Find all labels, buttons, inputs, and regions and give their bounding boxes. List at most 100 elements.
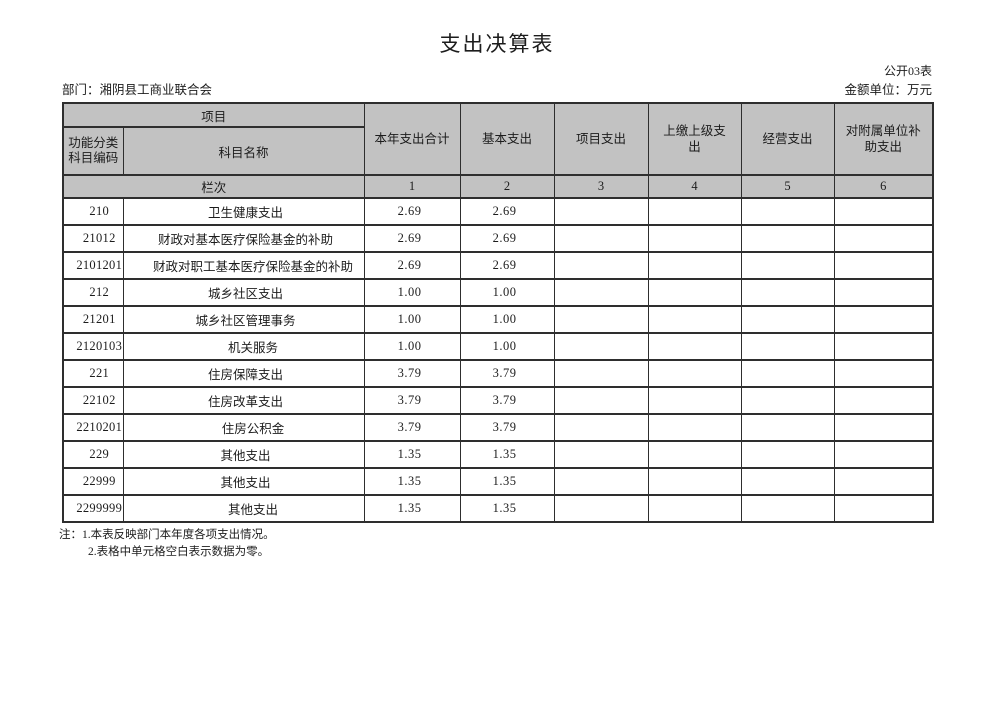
- code-cell: 2101201: [62, 251, 124, 280]
- basic-expenditure-cell: 2.69: [459, 251, 555, 280]
- header-subsidy-expenditure: 对附属单位补助支出: [833, 102, 934, 176]
- header-project-expenditure: 项目支出: [553, 102, 649, 176]
- basic-expenditure-cell: 2.69: [459, 197, 555, 226]
- basic-expenditure-cell: 1.35: [459, 440, 555, 469]
- expenditure-table: 项目 本年支出合计 基本支出 项目支出 上缴上级支出 经营支出 对附属单位补助支…: [62, 102, 935, 523]
- project-expenditure-cell: [553, 224, 649, 253]
- operating-expenditure-cell: [740, 332, 835, 361]
- code-cell: 22102: [62, 386, 124, 415]
- total-expenditure-cell: 2.69: [363, 224, 461, 253]
- subject-name-cell: 机关服务: [122, 332, 365, 361]
- subsidy-expenditure-cell: [833, 197, 934, 226]
- total-expenditure-cell: 2.69: [363, 251, 461, 280]
- column-number-1: 1: [363, 174, 461, 199]
- basic-expenditure-cell: 1.00: [459, 332, 555, 361]
- superior-payment-cell: [647, 440, 742, 469]
- header-operating-expenditure: 经营支出: [740, 102, 835, 176]
- subject-name-cell: 住房公积金: [122, 413, 365, 442]
- code-cell: 212: [62, 278, 124, 307]
- subsidy-expenditure-cell: [833, 413, 934, 442]
- code-cell: 2299999: [62, 494, 124, 523]
- total-expenditure-cell: 1.00: [363, 305, 461, 334]
- footnotes: 注：1.本表反映部门本年度各项支出情况。 2.表格中单元格空白表示数据为零。: [59, 527, 932, 561]
- total-expenditure-cell: 2.69: [363, 197, 461, 226]
- total-expenditure-cell: 3.79: [363, 386, 461, 415]
- total-expenditure-cell: 3.79: [363, 413, 461, 442]
- table-row: 229 其他支出 1.35 1.35: [62, 440, 934, 469]
- department-label: 部门：湘阴县工商业联合会: [62, 83, 213, 97]
- page-title: 支出决算表: [439, 32, 555, 56]
- subsidy-expenditure-cell: [833, 440, 934, 469]
- operating-expenditure-cell: [740, 251, 835, 280]
- operating-expenditure-cell: [740, 197, 835, 226]
- basic-expenditure-cell: 3.79: [459, 413, 555, 442]
- table-row: 221 住房保障支出 3.79 3.79: [62, 359, 934, 388]
- basic-expenditure-cell: 3.79: [459, 386, 555, 415]
- column-number-6: 6: [833, 174, 934, 199]
- subject-name-cell: 其他支出: [122, 494, 365, 523]
- subject-name-cell: 城乡社区管理事务: [122, 305, 365, 334]
- table-row: 21201 城乡社区管理事务 1.00 1.00: [62, 305, 934, 334]
- code-cell: 229: [62, 440, 124, 469]
- project-expenditure-cell: [553, 251, 649, 280]
- subject-name-cell: 住房改革支出: [122, 386, 365, 415]
- table-row: 212 城乡社区支出 1.00 1.00: [62, 278, 934, 307]
- header-subject-label: 科目名称: [122, 126, 365, 176]
- code-cell: 21012: [62, 224, 124, 253]
- operating-expenditure-cell: [740, 386, 835, 415]
- footnote-2: 2.表格中单元格空白表示数据为零。: [88, 546, 270, 558]
- total-expenditure-cell: 1.35: [363, 440, 461, 469]
- table-row: 210 卫生健康支出 2.69 2.69: [62, 197, 934, 226]
- superior-payment-cell: [647, 305, 742, 334]
- project-expenditure-cell: [553, 305, 649, 334]
- project-expenditure-cell: [553, 440, 649, 469]
- superior-payment-cell: [647, 413, 742, 442]
- code-cell: 2120103: [62, 332, 124, 361]
- header-code-label: 功能分类 科目编码: [62, 126, 124, 176]
- subsidy-expenditure-cell: [833, 251, 934, 280]
- basic-expenditure-cell: 1.00: [459, 305, 555, 334]
- subsidy-expenditure-cell: [833, 305, 934, 334]
- superior-payment-cell: [647, 494, 742, 523]
- subject-name-cell: 财政对基本医疗保险基金的补助: [122, 224, 365, 253]
- project-expenditure-cell: [553, 467, 649, 496]
- superior-payment-cell: [647, 332, 742, 361]
- project-expenditure-cell: [553, 278, 649, 307]
- code-cell: 221: [62, 359, 124, 388]
- operating-expenditure-cell: [740, 467, 835, 496]
- code-cell: 2210201: [62, 413, 124, 442]
- header-superior-payment: 上缴上级支出: [647, 102, 742, 176]
- project-expenditure-cell: [553, 494, 649, 523]
- total-expenditure-cell: 1.00: [363, 332, 461, 361]
- total-expenditure-cell: 1.00: [363, 278, 461, 307]
- header-total-expenditure: 本年支出合计: [363, 102, 461, 176]
- project-expenditure-cell: [553, 197, 649, 226]
- header-row-labels: 功能分类 科目编码 科目名称: [62, 126, 933, 176]
- subject-name-cell: 住房保障支出: [122, 359, 365, 388]
- total-expenditure-cell: 1.35: [363, 467, 461, 496]
- operating-expenditure-cell: [740, 359, 835, 388]
- operating-expenditure-cell: [740, 305, 835, 334]
- header-project-group: 项目: [62, 102, 365, 128]
- column-number-2: 2: [459, 174, 555, 199]
- basic-expenditure-cell: 2.69: [459, 224, 555, 253]
- table-body: 210 卫生健康支出 2.69 2.69 21012 财政对基本医疗保险基金的补…: [62, 197, 934, 523]
- operating-expenditure-cell: [740, 278, 835, 307]
- superior-payment-cell: [647, 278, 742, 307]
- superior-payment-cell: [647, 224, 742, 253]
- project-expenditure-cell: [553, 386, 649, 415]
- header-basic-expenditure: 基本支出: [459, 102, 555, 176]
- table-row: 22102 住房改革支出 3.79 3.79: [62, 386, 934, 415]
- operating-expenditure-cell: [740, 440, 835, 469]
- superior-payment-cell: [647, 467, 742, 496]
- basic-expenditure-cell: 3.79: [459, 359, 555, 388]
- column-number-4: 4: [647, 174, 742, 199]
- project-expenditure-cell: [553, 332, 649, 361]
- basic-expenditure-cell: 1.35: [459, 467, 555, 496]
- table-row: 2210201 住房公积金 3.79 3.79: [62, 413, 934, 442]
- subject-name-cell: 卫生健康支出: [122, 197, 365, 226]
- superior-payment-cell: [647, 251, 742, 280]
- subsidy-expenditure-cell: [833, 224, 934, 253]
- table-row: 2299999 其他支出 1.35 1.35: [62, 494, 934, 523]
- operating-expenditure-cell: [740, 413, 835, 442]
